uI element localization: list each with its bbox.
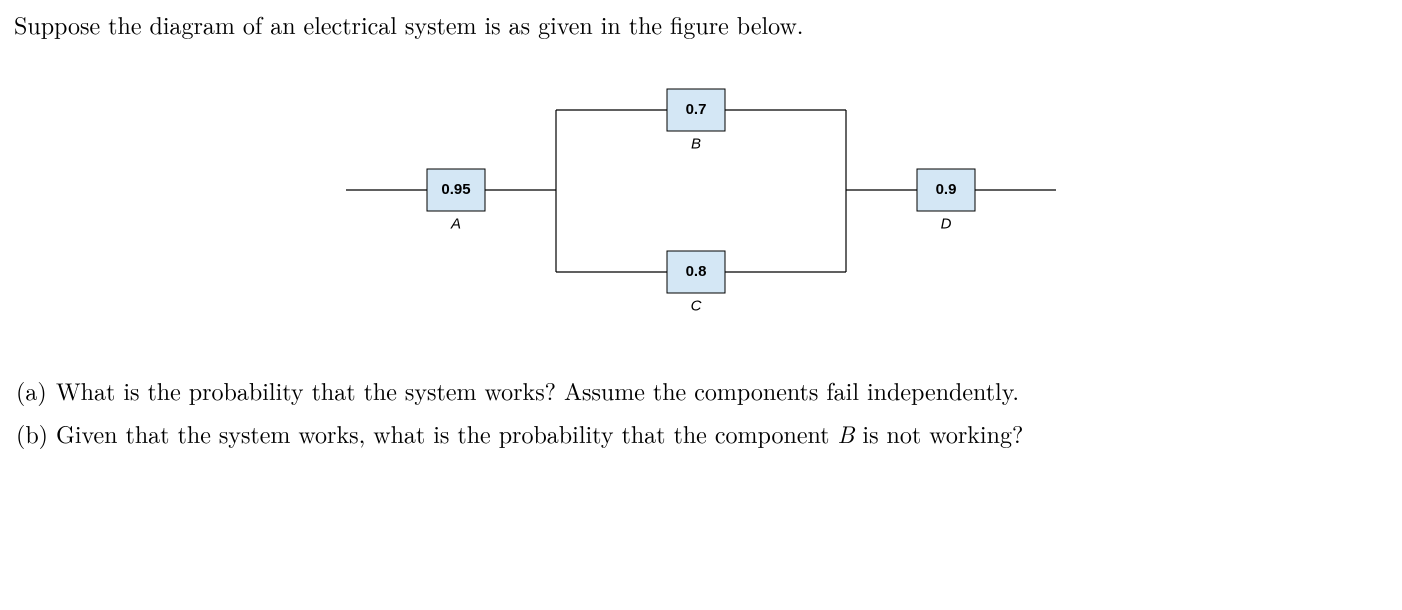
component-a: 0.95 A (427, 169, 485, 232)
component-b-value: 0.7 (686, 101, 707, 118)
question-b: (b) Given that the system works, what is… (14, 417, 1388, 449)
component-a-value: 0.95 (441, 181, 470, 198)
question-a-text: What is the probability that the system … (56, 374, 1388, 406)
question-b-math: B (838, 416, 855, 450)
question-b-text: Given that the system works, what is the… (56, 417, 1388, 449)
question-a: (a) What is the probability that the sys… (14, 374, 1388, 406)
component-c: 0.8 C (667, 251, 725, 314)
question-b-text-post: is not working? (854, 416, 1023, 450)
component-d-label: D (941, 216, 952, 233)
component-a-label: A (450, 216, 461, 233)
component-b-label: B (691, 136, 701, 153)
question-list: (a) What is the probability that the sys… (14, 374, 1388, 449)
component-d-value: 0.9 (936, 181, 957, 198)
component-c-label: C (691, 298, 702, 315)
component-b: 0.7 B (667, 89, 725, 152)
component-c-value: 0.8 (686, 263, 707, 280)
question-b-marker: (b) (14, 417, 56, 449)
question-b-text-pre: Given that the system works, what is the… (56, 416, 838, 450)
diagram-container: 0.95 A 0.7 B 0.8 C 0.9 D (14, 60, 1388, 350)
component-d: 0.9 D (917, 169, 975, 232)
intro-text: Suppose the diagram of an electrical sys… (14, 8, 1388, 40)
electrical-system-diagram: 0.95 A 0.7 B 0.8 C 0.9 D (326, 60, 1076, 350)
question-a-marker: (a) (14, 374, 56, 406)
